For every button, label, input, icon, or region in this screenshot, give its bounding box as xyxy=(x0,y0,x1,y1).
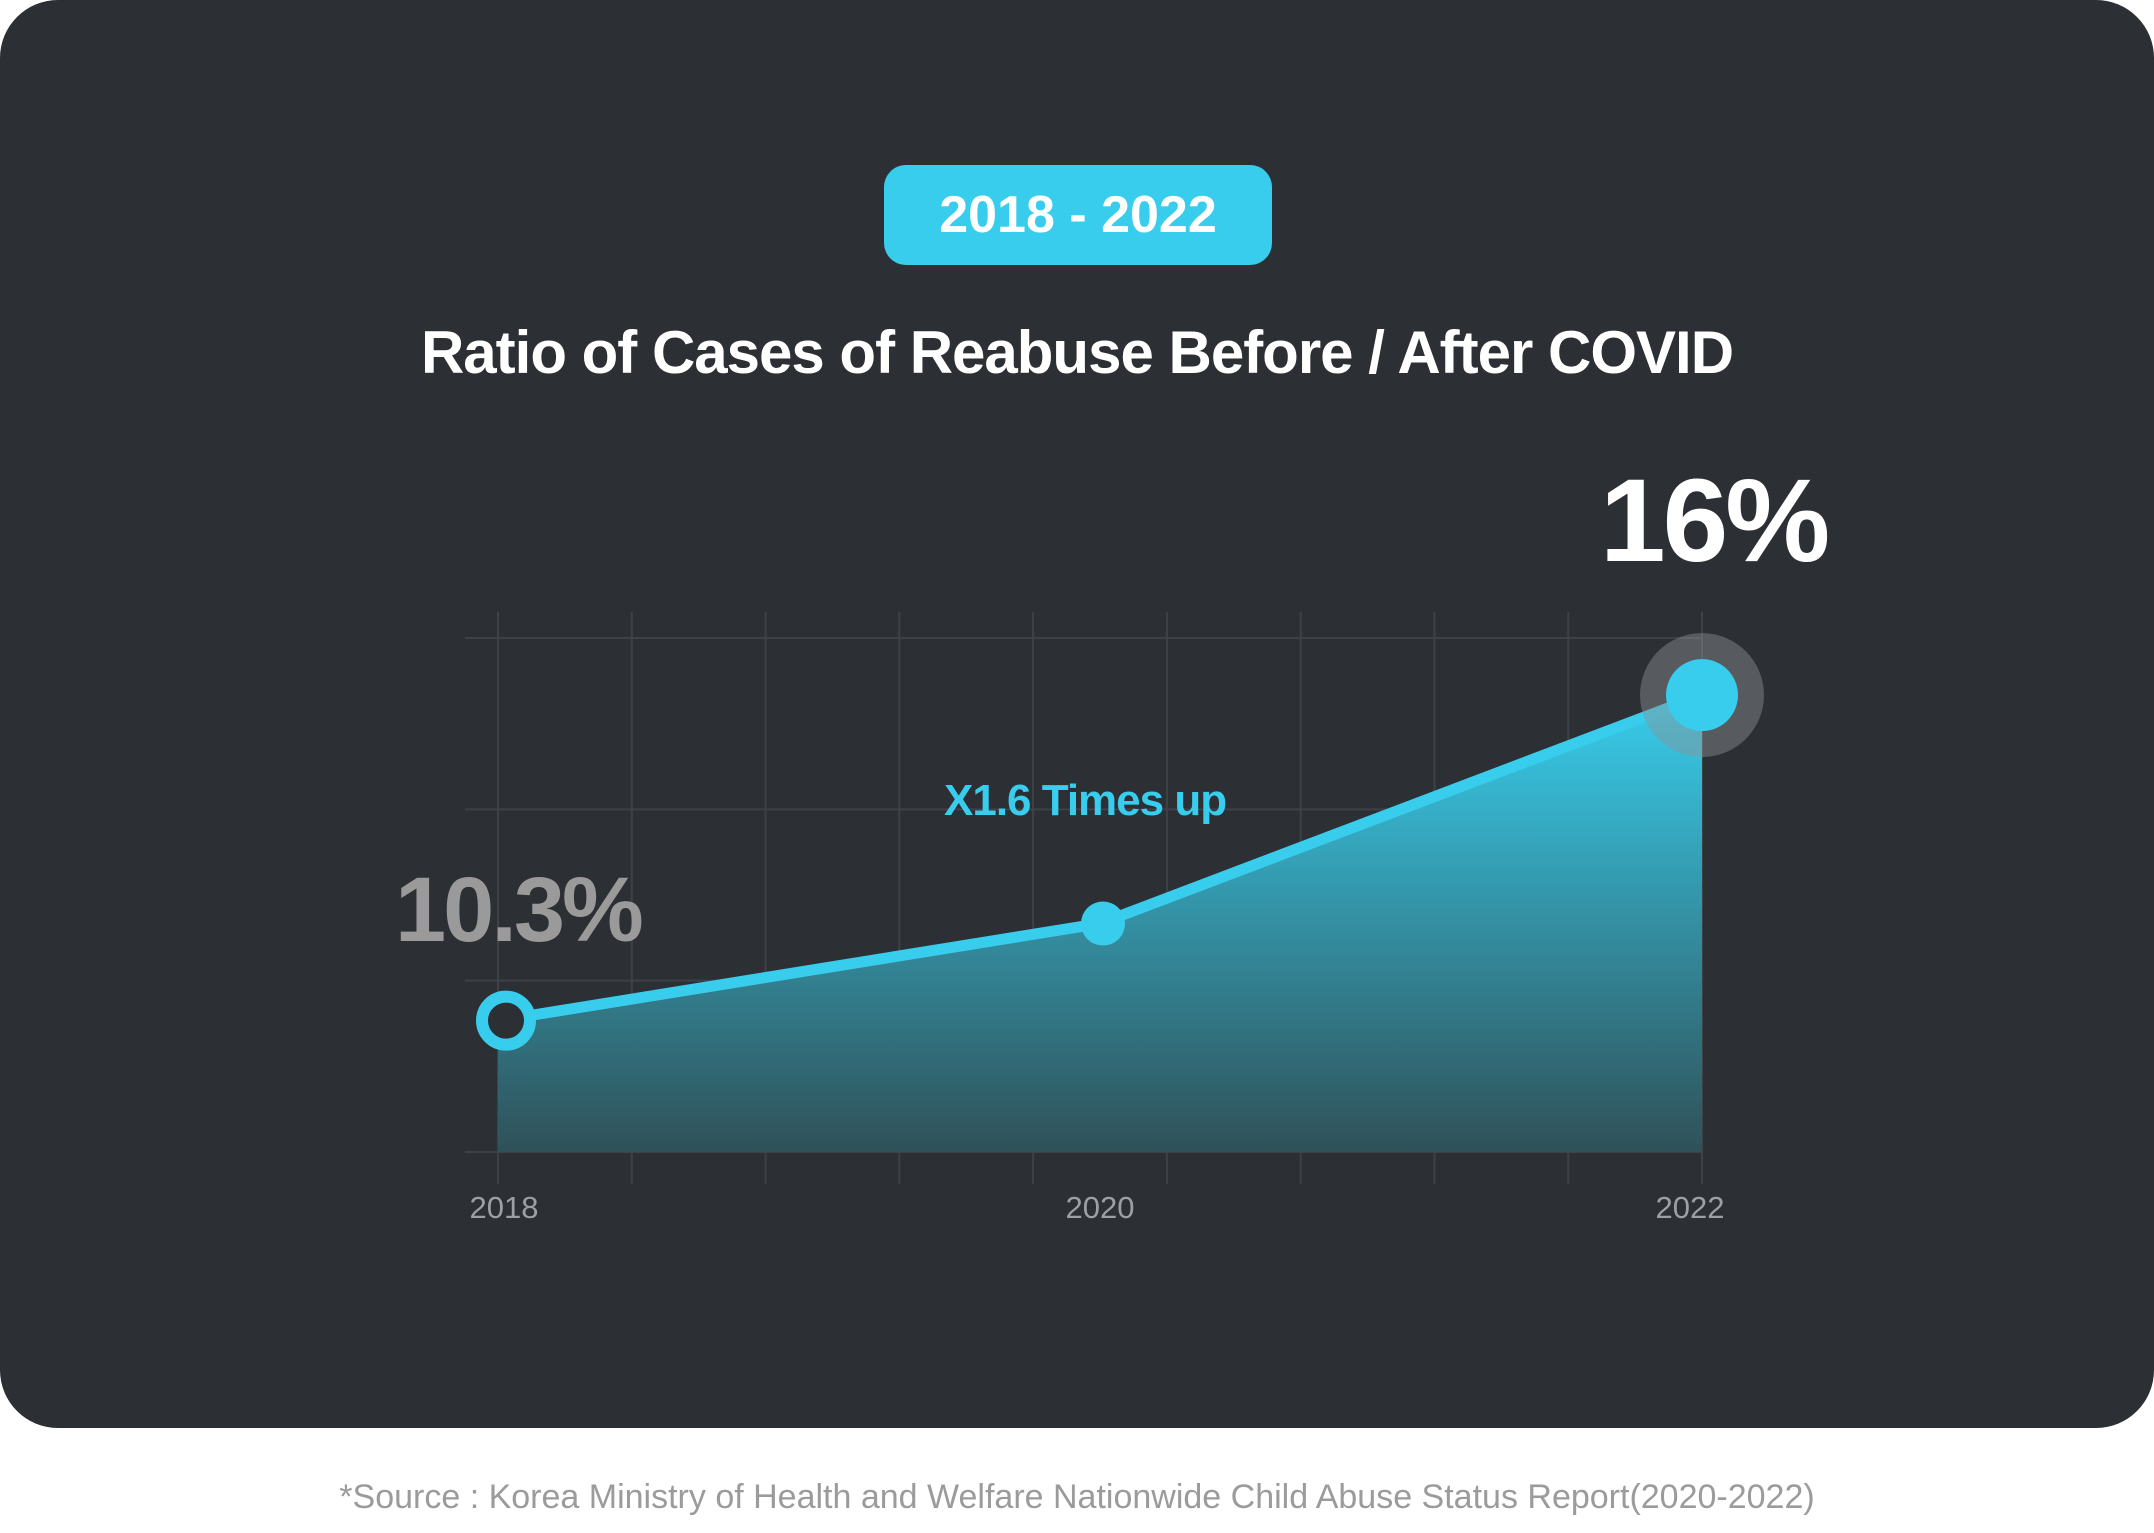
x-tick-label: 2022 xyxy=(1656,1190,1725,1225)
data-point-2022 xyxy=(1666,659,1738,732)
year-range-badge: 2018 - 2022 xyxy=(884,165,1272,265)
x-tick-label: 2020 xyxy=(1066,1190,1135,1225)
chart-labels: 2018 2020 2022 10.3% 16% X1.6 Times up xyxy=(395,455,1830,1225)
annotation-times-up: X1.6 Times up xyxy=(944,776,1226,825)
x-tick-label: 2018 xyxy=(470,1190,539,1225)
source-note: *Source : Korea Ministry of Health and W… xyxy=(339,1478,1815,1516)
data-point-2018 xyxy=(476,990,536,1051)
value-label-2022: 16% xyxy=(1600,455,1827,587)
data-points xyxy=(476,633,1764,1051)
data-point-2020 xyxy=(1081,901,1125,946)
area-chart: 2018 2020 2022 10.3% 16% X1.6 Times up xyxy=(395,455,1830,1225)
value-label-2018: 10.3% xyxy=(395,859,642,961)
chart-title: Ratio of Cases of Reabuse Before / After… xyxy=(420,319,1734,386)
